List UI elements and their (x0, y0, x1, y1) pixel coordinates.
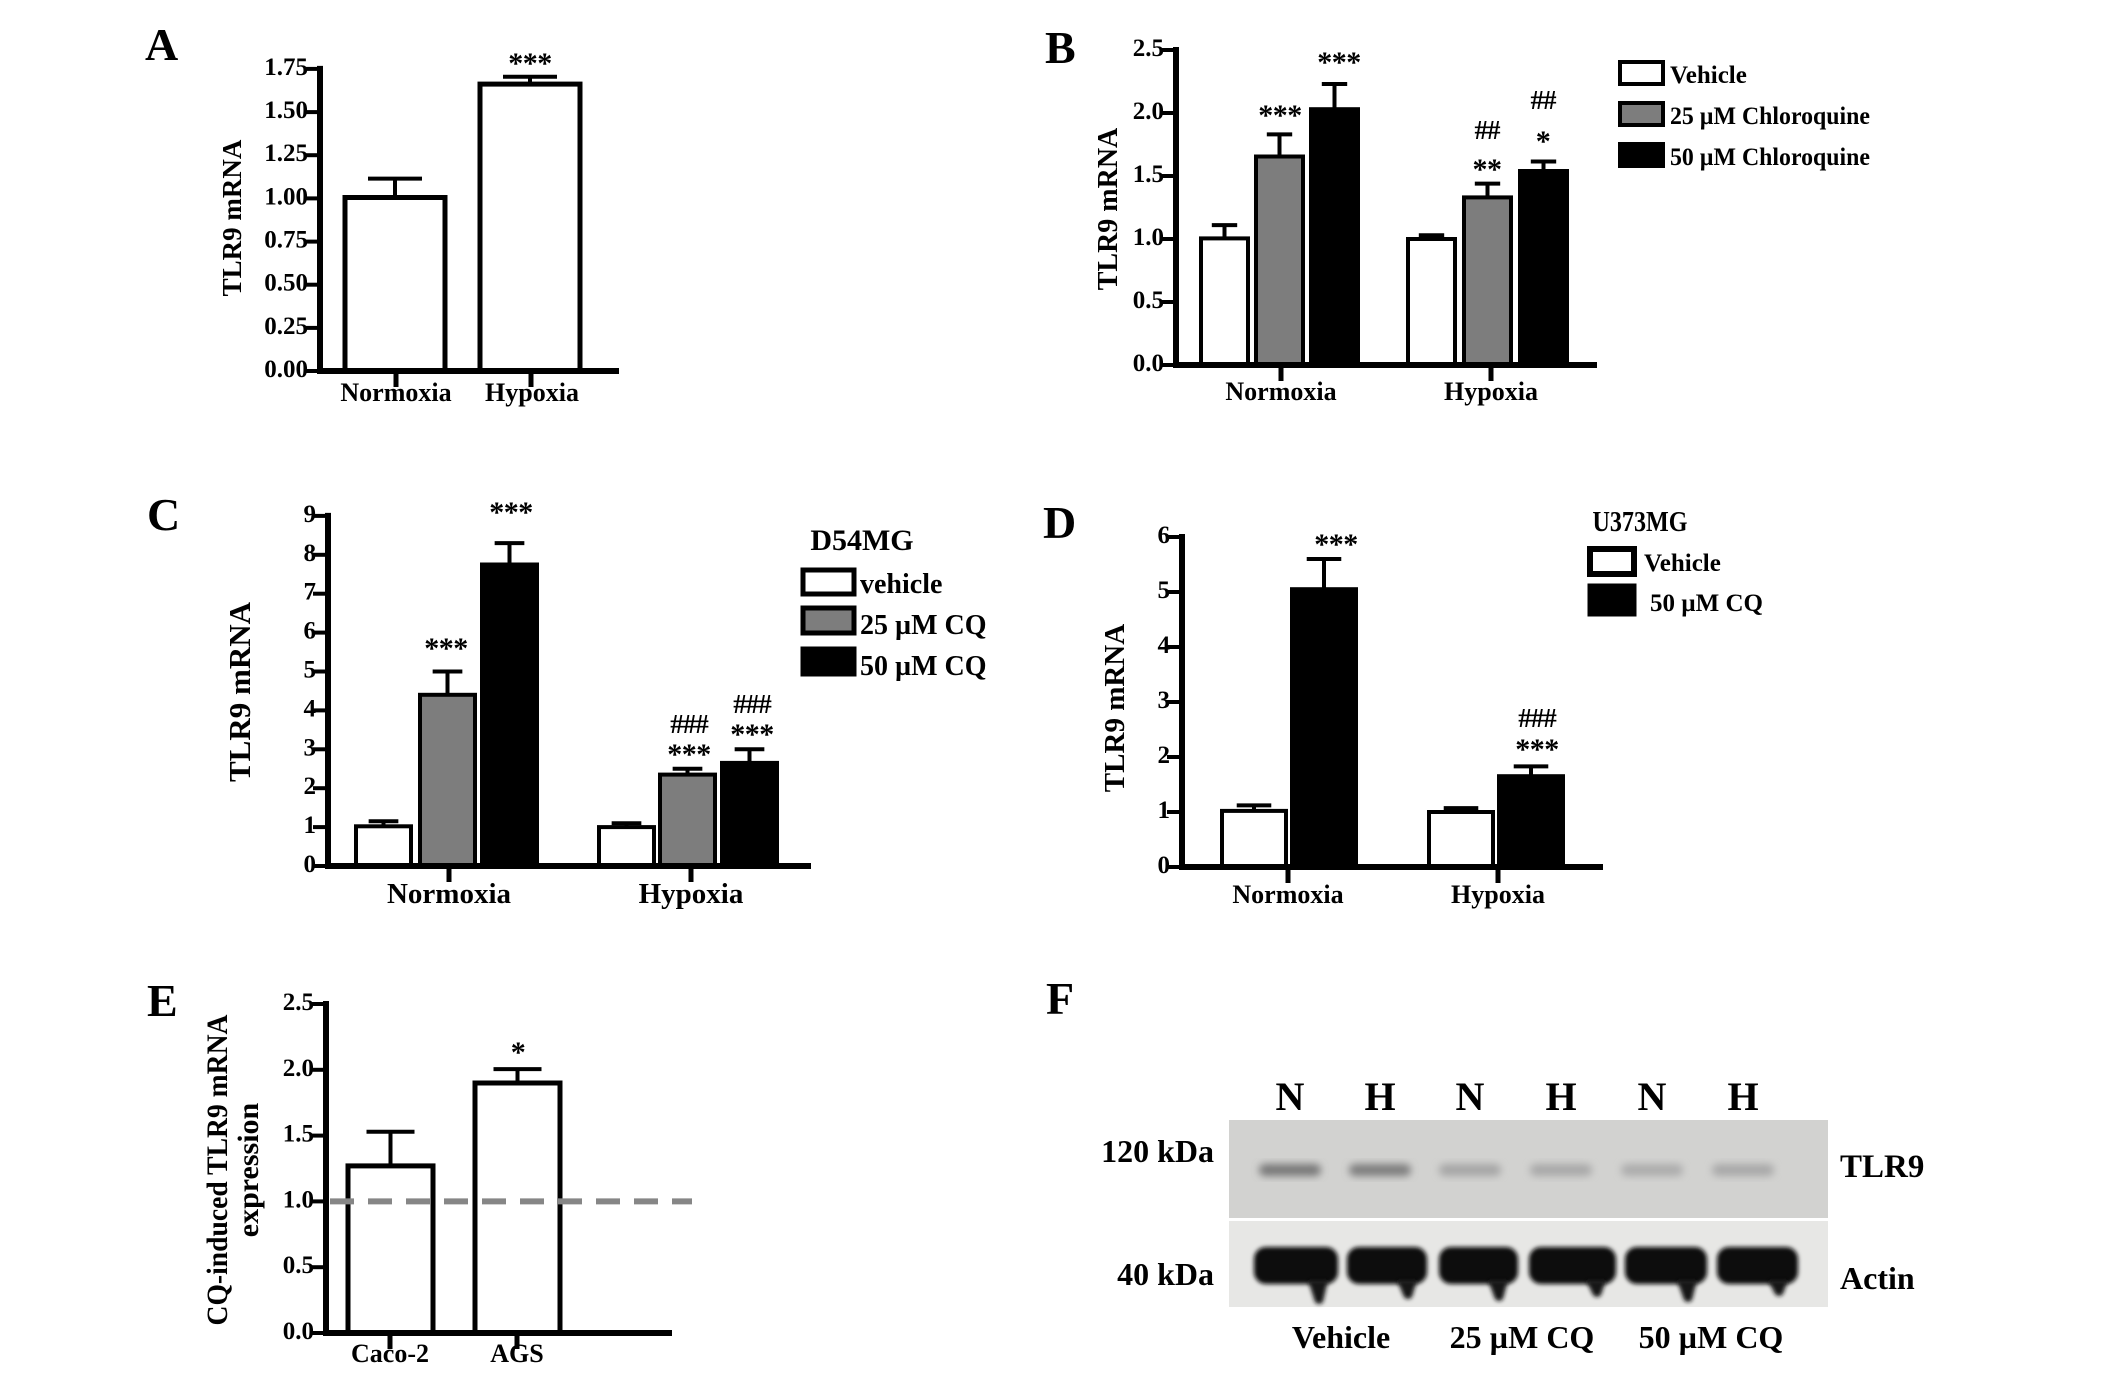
svg-text:H: H (1545, 1074, 1576, 1119)
svg-text:###: ### (733, 689, 772, 719)
svg-text:***: *** (1515, 733, 1559, 766)
svg-text:*: * (1536, 125, 1551, 158)
svg-text:Actin: Actin (1840, 1260, 1915, 1296)
svg-text:D54MG: D54MG (810, 524, 913, 557)
svg-text:3: 3 (304, 734, 317, 761)
svg-text:###: ### (670, 709, 709, 739)
svg-text:5: 5 (1158, 577, 1171, 604)
svg-text:1.50: 1.50 (264, 97, 308, 124)
svg-text:0.0: 0.0 (283, 1318, 314, 1345)
svg-text:Normoxia: Normoxia (1225, 377, 1336, 406)
svg-text:8: 8 (304, 540, 317, 567)
svg-text:4: 4 (1158, 632, 1171, 659)
svg-text:50 µM CQ: 50 µM CQ (1650, 590, 1763, 617)
svg-text:3: 3 (1158, 687, 1171, 714)
svg-text:25 µM CQ: 25 µM CQ (860, 610, 987, 641)
svg-text:Hypoxia: Hypoxia (1444, 377, 1538, 406)
svg-text:1.5: 1.5 (283, 1121, 314, 1148)
svg-text:2.5: 2.5 (283, 989, 314, 1016)
svg-text:0.50: 0.50 (264, 270, 308, 297)
svg-text:***: *** (1314, 528, 1358, 561)
svg-text:120 kDa: 120 kDa (1101, 1133, 1214, 1169)
svg-text:50 µM CQ: 50 µM CQ (860, 651, 987, 682)
svg-text:Caco-2: Caco-2 (351, 1339, 429, 1368)
svg-text:1.25: 1.25 (264, 140, 308, 167)
svg-text:0.5: 0.5 (1133, 287, 1164, 314)
svg-text:50 µM CQ: 50 µM CQ (1639, 1319, 1784, 1355)
svg-text:###: ### (1518, 703, 1557, 733)
svg-text:0.0: 0.0 (1133, 350, 1164, 377)
svg-text:25 µM CQ: 25 µM CQ (1450, 1319, 1595, 1355)
svg-text:A: A (145, 19, 178, 70)
svg-text:0.75: 0.75 (264, 227, 308, 254)
svg-text:expression: expression (232, 1102, 265, 1237)
svg-text:0: 0 (304, 851, 317, 878)
svg-text:7: 7 (304, 579, 317, 606)
svg-text:Vehicle: Vehicle (1644, 550, 1721, 577)
svg-text:50 µM Chloroquine: 50 µM Chloroquine (1670, 144, 1870, 171)
svg-text:4: 4 (304, 695, 317, 722)
svg-text:***: *** (489, 496, 533, 529)
svg-text:0.25: 0.25 (264, 313, 308, 340)
svg-text:Vehicle: Vehicle (1670, 62, 1747, 89)
svg-text:TLR9 mRNA: TLR9 mRNA (217, 139, 247, 296)
svg-text:##: ## (1531, 85, 1558, 115)
svg-text:Vehicle: Vehicle (1292, 1319, 1390, 1355)
svg-text:N: N (1638, 1074, 1667, 1119)
svg-text:0.00: 0.00 (264, 356, 308, 383)
svg-text:Hypoxia: Hypoxia (1451, 880, 1545, 909)
svg-text:6: 6 (304, 618, 317, 645)
svg-text:B: B (1045, 22, 1076, 73)
svg-text:2: 2 (304, 773, 317, 800)
svg-text:*: * (511, 1036, 526, 1069)
svg-text:N: N (1456, 1074, 1485, 1119)
svg-text:1: 1 (304, 812, 317, 839)
svg-text:2: 2 (1158, 742, 1171, 769)
svg-text:TLR9 mRNA: TLR9 mRNA (1099, 624, 1131, 792)
svg-text:AGS: AGS (490, 1339, 543, 1368)
svg-text:0: 0 (1158, 852, 1171, 879)
svg-text:CQ-induced TLR9 mRNA: CQ-induced TLR9 mRNA (201, 1014, 234, 1325)
svg-text:N: N (1276, 1074, 1305, 1119)
svg-text:0.5: 0.5 (283, 1252, 314, 1279)
svg-text:Normoxia: Normoxia (340, 378, 451, 407)
svg-text:40 kDa: 40 kDa (1117, 1256, 1214, 1292)
svg-text:vehicle: vehicle (860, 569, 942, 600)
svg-text:C: C (147, 489, 180, 540)
svg-text:1.5: 1.5 (1133, 161, 1164, 188)
svg-text:25 µM Chloroquine: 25 µM Chloroquine (1670, 103, 1870, 130)
svg-text:E: E (147, 975, 178, 1026)
svg-text:Normoxia: Normoxia (1232, 880, 1343, 909)
svg-text:H: H (1364, 1074, 1395, 1119)
svg-text:9: 9 (304, 501, 317, 528)
svg-text:2.0: 2.0 (283, 1055, 314, 1082)
svg-text:##: ## (1475, 115, 1502, 145)
svg-text:5: 5 (304, 657, 317, 684)
svg-text:1: 1 (1158, 797, 1171, 824)
svg-text:***: *** (730, 718, 774, 751)
svg-text:TLR9 mRNA: TLR9 mRNA (222, 601, 257, 782)
svg-text:TLR9: TLR9 (1840, 1149, 1924, 1185)
svg-text:2.5: 2.5 (1133, 35, 1164, 62)
svg-text:H: H (1727, 1074, 1758, 1119)
svg-text:***: *** (424, 632, 468, 665)
svg-text:**: ** (1473, 153, 1502, 186)
svg-text:Hypoxia: Hypoxia (639, 878, 744, 910)
svg-text:F: F (1046, 973, 1074, 1024)
svg-text:1.0: 1.0 (283, 1186, 314, 1213)
svg-text:1.0: 1.0 (1133, 224, 1164, 251)
svg-text:***: *** (1258, 99, 1302, 132)
svg-text:TLR9 mRNA: TLR9 mRNA (1093, 127, 1124, 290)
svg-text:6: 6 (1158, 522, 1171, 549)
svg-text:Normoxia: Normoxia (387, 878, 512, 910)
svg-text:2.0: 2.0 (1133, 98, 1164, 125)
svg-text:D: D (1043, 497, 1076, 548)
svg-text:1.00: 1.00 (264, 183, 308, 210)
svg-text:1.75: 1.75 (264, 54, 308, 81)
svg-text:Hypoxia: Hypoxia (485, 378, 579, 407)
svg-text:***: *** (667, 738, 711, 771)
svg-text:***: *** (1317, 46, 1361, 79)
svg-text:***: *** (508, 47, 552, 80)
svg-text:U373MG: U373MG (1593, 507, 1688, 538)
